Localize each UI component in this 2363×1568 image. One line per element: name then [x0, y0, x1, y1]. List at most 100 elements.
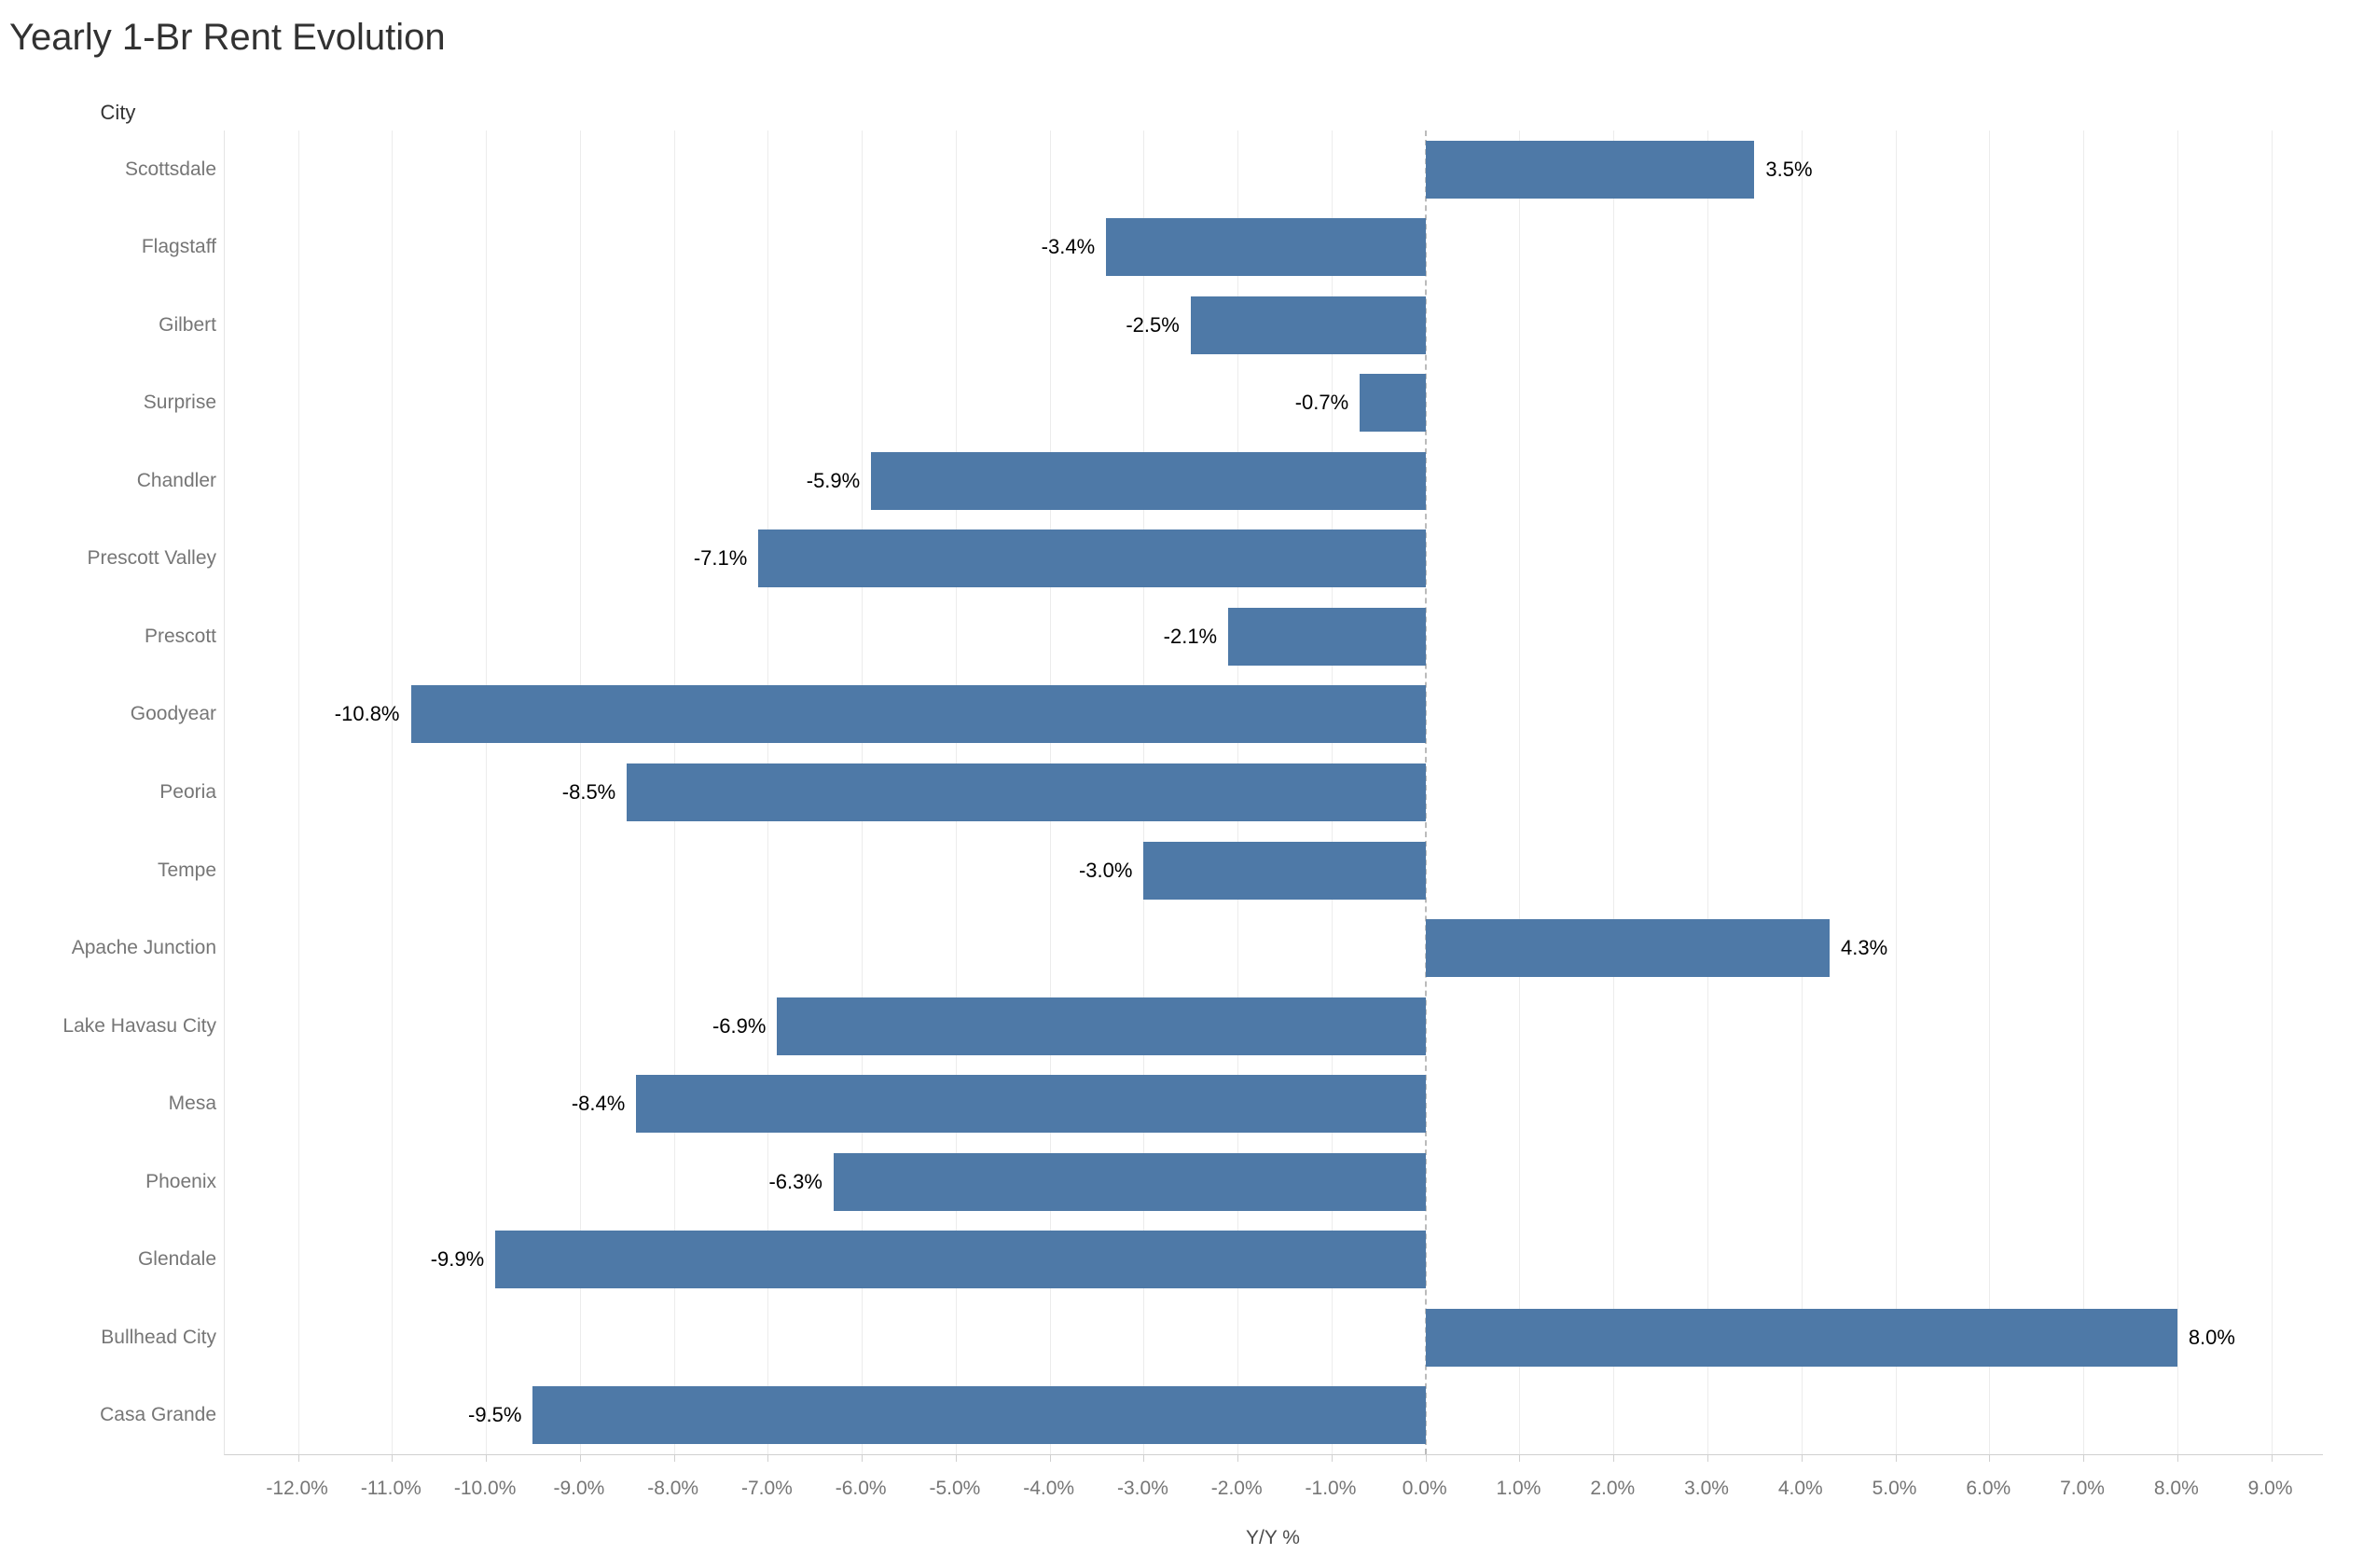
bar-value-label: -3.4%: [1041, 235, 1096, 259]
x-tick-label: 9.0%: [2247, 1478, 2293, 1499]
x-tick-label: -11.0%: [360, 1478, 421, 1499]
bar-flagstaff[interactable]: [1106, 218, 1426, 277]
bar-prescott[interactable]: [1228, 607, 1426, 666]
x-tick-label: -4.0%: [1023, 1478, 1075, 1499]
bar-value-label: 4.3%: [1841, 936, 1888, 960]
gridline: [2176, 131, 2178, 1454]
bar-value-label: 8.0%: [2188, 1325, 2235, 1349]
bar-value-label: -8.4%: [571, 1092, 626, 1116]
x-tick-label: 6.0%: [1966, 1478, 2011, 1499]
x-tick-label: 3.0%: [1684, 1478, 1729, 1499]
category-label: Phoenix: [145, 1170, 216, 1192]
bar-prescott-valley[interactable]: [758, 530, 1426, 588]
x-axis-tick-labels: -12.0% -11.0% -10.0% -9.0% -8.0% -7.0% -6.0% -5…: [224, 1478, 2322, 1506]
x-tick-label: -6.0%: [835, 1478, 887, 1499]
bar-value-label: -7.1%: [693, 546, 748, 571]
category-label: Chandler: [136, 469, 216, 491]
chart-title: Yearly 1-Br Rent Evolution: [9, 17, 446, 58]
axis-tick-mark: [1613, 1455, 1615, 1462]
bar-value-label: -6.9%: [712, 1013, 767, 1038]
category-label: Glendale: [137, 1248, 216, 1271]
x-tick-label: 7.0%: [2060, 1478, 2105, 1499]
x-tick-label: 0.0%: [1402, 1478, 1447, 1499]
bar-goodyear[interactable]: [410, 685, 1426, 744]
gridline: [486, 131, 488, 1454]
x-axis-title: Y/Y %: [1246, 1527, 1300, 1548]
gridline: [1613, 131, 1615, 1454]
plot-area: 3.5% -3.4% -2.5% -0.7% -5.9% -7.1% -2.1% -10.8%…: [224, 131, 2323, 1462]
axis-tick-mark: [1519, 1455, 1521, 1462]
bar-peoria[interactable]: [627, 763, 1426, 821]
x-tick-label: -10.0%: [453, 1478, 517, 1499]
category-label: Surprise: [143, 392, 216, 414]
bar-tempe[interactable]: [1143, 841, 1426, 900]
gridline: [1989, 131, 1991, 1454]
x-tick-label: 8.0%: [2153, 1478, 2199, 1499]
x-tick-label: 1.0%: [1496, 1478, 1541, 1499]
axis-tick-mark: [1989, 1455, 1991, 1462]
gridline: [579, 131, 581, 1454]
x-tick-label: 4.0%: [1777, 1478, 1823, 1499]
gridline: [2083, 131, 2085, 1454]
category-label: Gilbert: [159, 313, 216, 336]
bar-chandler[interactable]: [871, 451, 1426, 510]
category-label: Mesa: [168, 1093, 216, 1115]
axis-tick-mark: [1895, 1455, 1897, 1462]
bar-bullhead-city[interactable]: [1425, 1308, 2177, 1367]
axis-tick-mark: [1425, 1455, 1427, 1462]
bar-casa-grande[interactable]: [532, 1386, 1426, 1445]
axis-tick-mark: [2176, 1455, 2178, 1462]
bar-lake-havasu-city[interactable]: [777, 997, 1426, 1055]
axis-tick-mark: [1237, 1455, 1239, 1462]
gridline: [297, 131, 299, 1454]
bar-apache-junction[interactable]: [1425, 919, 1830, 978]
category-label: Flagstaff: [141, 236, 216, 258]
category-label: Goodyear: [130, 703, 216, 725]
category-label: Peoria: [159, 780, 216, 803]
axis-tick-mark: [297, 1455, 299, 1462]
category-label: Apache Junction: [71, 937, 216, 959]
x-tick-label: -2.0%: [1210, 1478, 1263, 1499]
axis-tick-mark: [673, 1455, 675, 1462]
category-axis-title: City: [100, 101, 136, 124]
gridline: [1895, 131, 1897, 1454]
x-tick-label: -12.0%: [266, 1478, 328, 1499]
bar-value-label: -6.3%: [768, 1169, 822, 1193]
bar-value-label: -9.9%: [430, 1247, 485, 1272]
axis-tick-mark: [486, 1455, 488, 1462]
bar-surprise[interactable]: [1360, 374, 1426, 433]
category-label: Tempe: [157, 859, 216, 881]
bar-scottsdale[interactable]: [1425, 140, 1755, 199]
bar-phoenix[interactable]: [833, 1152, 1426, 1211]
bar-value-label: -10.8%: [334, 702, 400, 726]
category-label: Lake Havasu City: [62, 1014, 216, 1037]
x-tick-label: 2.0%: [1590, 1478, 1636, 1499]
bar-glendale[interactable]: [495, 1231, 1426, 1289]
gridline: [1707, 131, 1708, 1454]
gridline: [2271, 131, 2273, 1454]
category-axis-labels: Scottsdale Flagstaff Gilbert Surprise Chandl…: [0, 131, 216, 1454]
x-tick-label: 5.0%: [1872, 1478, 1917, 1499]
axis-tick-mark: [767, 1455, 769, 1462]
category-label: Prescott Valley: [87, 547, 217, 570]
axis-tick-mark: [392, 1455, 394, 1462]
gridline: [1519, 131, 1521, 1454]
x-tick-label: -7.0%: [740, 1478, 793, 1499]
bar-gilbert[interactable]: [1190, 296, 1426, 354]
axis-tick-mark: [1049, 1455, 1051, 1462]
bar-value-label: -5.9%: [806, 468, 861, 492]
bar-value-label: -3.0%: [1078, 858, 1133, 882]
x-tick-label: -3.0%: [1117, 1478, 1168, 1499]
category-label: Casa Grande: [100, 1404, 216, 1426]
axis-tick-mark: [1143, 1455, 1145, 1462]
axis-tick-mark: [1707, 1455, 1708, 1462]
bar-value-label: -8.5%: [561, 780, 616, 804]
category-label: Scottsdale: [124, 158, 216, 180]
axis-tick-mark: [2083, 1455, 2085, 1462]
axis-tick-mark: [2271, 1455, 2273, 1462]
bar-mesa[interactable]: [636, 1075, 1426, 1134]
bar-value-label: -9.5%: [468, 1403, 522, 1427]
bar-value-label: -2.5%: [1126, 312, 1180, 337]
bar-value-label: -0.7%: [1294, 391, 1349, 415]
